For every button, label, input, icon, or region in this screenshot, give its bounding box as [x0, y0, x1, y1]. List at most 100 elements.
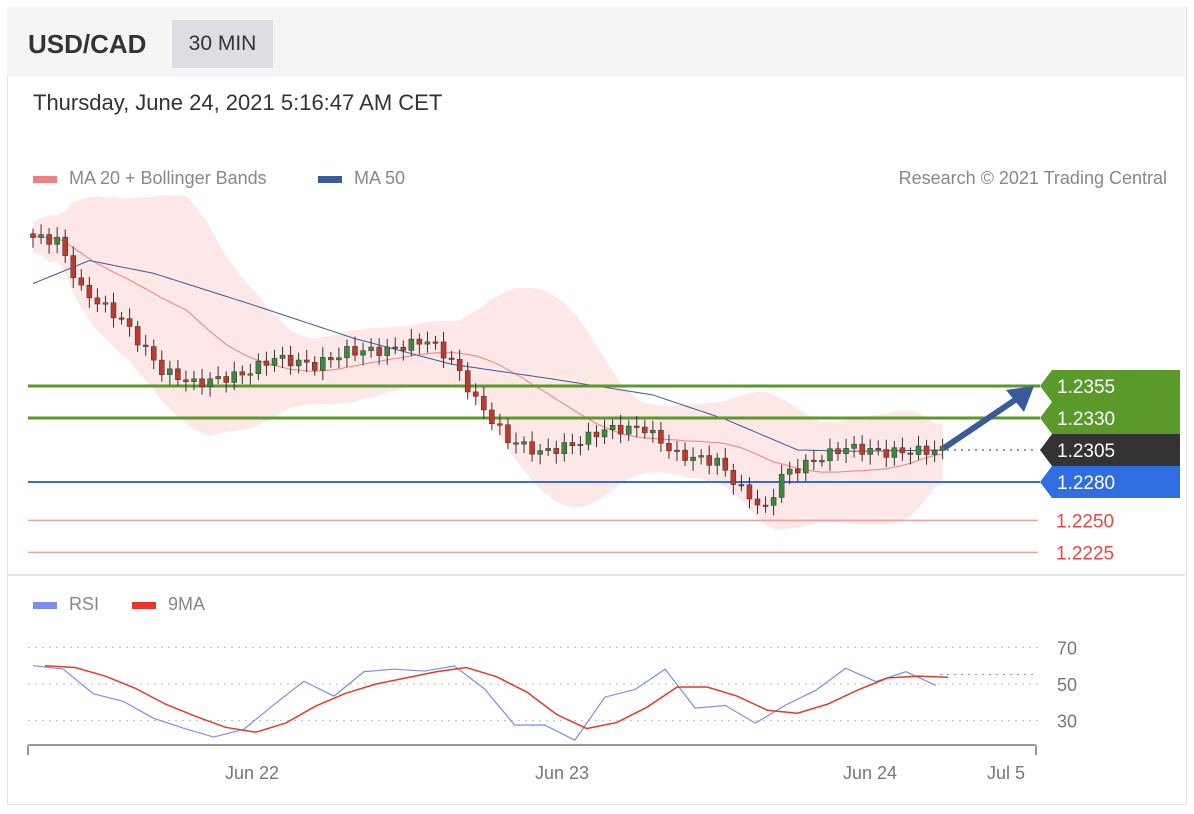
candle [62, 236, 68, 256]
x-label-1: Jun 23 [535, 763, 589, 783]
timeframe-button[interactable]: 30 MIN [172, 20, 273, 68]
candle [553, 448, 559, 454]
candle [191, 378, 197, 382]
candle [263, 360, 270, 366]
candle [223, 376, 229, 383]
level-label-1.2355: 1.2355 [1057, 377, 1115, 398]
ma50-line [32, 260, 943, 452]
target-arrow-shaft [942, 395, 1020, 451]
candle [400, 346, 407, 351]
candle [448, 357, 455, 360]
candle [746, 484, 753, 500]
candle [215, 376, 221, 380]
candle [827, 448, 833, 461]
rsi-tick-30: 30 [1057, 712, 1077, 732]
candle [336, 357, 342, 361]
candle [617, 424, 624, 435]
candle [762, 504, 769, 507]
candle [376, 346, 382, 356]
candle [231, 371, 237, 383]
candle [803, 459, 809, 474]
candle [118, 317, 125, 320]
rsi-ma-line [44, 664, 949, 733]
candle [601, 429, 608, 438]
candle [674, 449, 680, 452]
candle [843, 448, 849, 455]
candle [497, 423, 503, 426]
legend-rsi-label: RSI [69, 594, 100, 614]
x-label-3: Jul 5 [987, 763, 1025, 783]
candle [167, 368, 173, 375]
candle [38, 234, 44, 238]
candle [867, 448, 873, 455]
candle [320, 357, 326, 371]
candle [151, 346, 157, 361]
candle [521, 441, 527, 445]
candle [126, 318, 133, 327]
candle [778, 473, 785, 498]
level-label-1.2250: 1.2250 [1056, 511, 1114, 532]
candle [819, 460, 825, 463]
candle [456, 359, 463, 371]
candle [247, 373, 254, 376]
candle [408, 338, 415, 351]
candle [915, 445, 922, 455]
legend-ma50: MA 50 [318, 168, 405, 189]
candle [312, 362, 318, 371]
candle [287, 354, 294, 367]
candle [658, 429, 664, 444]
legend-rsi-ma-label: 9MA [168, 594, 206, 614]
candle [207, 378, 213, 387]
candle [368, 346, 374, 351]
candle [593, 431, 600, 438]
legend-ma20: MA 20 + Bollinger Bands [33, 168, 267, 189]
candle [255, 360, 262, 374]
candle [786, 468, 793, 475]
x-label-2: Jun 24 [843, 763, 897, 783]
rsi-tick-70: 70 [1057, 638, 1077, 658]
candle [513, 442, 519, 445]
candle [891, 447, 898, 458]
candle [416, 338, 423, 345]
target-arrow-head [1006, 386, 1034, 412]
candle [907, 452, 914, 455]
candle [295, 359, 302, 367]
candle [537, 450, 543, 455]
candle [545, 448, 551, 451]
candle [489, 409, 495, 425]
candle [360, 350, 366, 356]
credit: Research © 2021 Trading Central [898, 168, 1167, 188]
candle [666, 443, 672, 452]
candle [481, 396, 487, 411]
level-tag-1.2305 [1040, 434, 1180, 466]
candle [690, 456, 696, 461]
candle [464, 370, 471, 393]
candle [851, 443, 857, 449]
ma20-swatch [33, 175, 57, 183]
candle [722, 457, 729, 471]
legend-rsi: RSI [33, 594, 99, 615]
candle [239, 371, 246, 376]
candle [102, 302, 109, 305]
bollinger-band [33, 195, 943, 530]
candle [440, 341, 447, 359]
candle [714, 457, 720, 466]
candle [529, 441, 535, 455]
candle [159, 359, 165, 375]
rsi-tick-50: 50 [1057, 675, 1077, 695]
candle [505, 424, 511, 443]
candle [352, 346, 358, 356]
candle [328, 357, 334, 361]
candle [392, 346, 398, 349]
ma50-swatch [318, 175, 342, 183]
candle [899, 447, 906, 454]
level-tag-1.2330 [1040, 402, 1180, 434]
candle [110, 302, 117, 319]
legend-rsi-ma: 9MA [132, 594, 205, 615]
candle [698, 455, 704, 458]
candle [730, 470, 737, 485]
level-label-1.2280: 1.2280 [1057, 473, 1115, 494]
candle [142, 344, 149, 347]
candle [561, 442, 568, 454]
